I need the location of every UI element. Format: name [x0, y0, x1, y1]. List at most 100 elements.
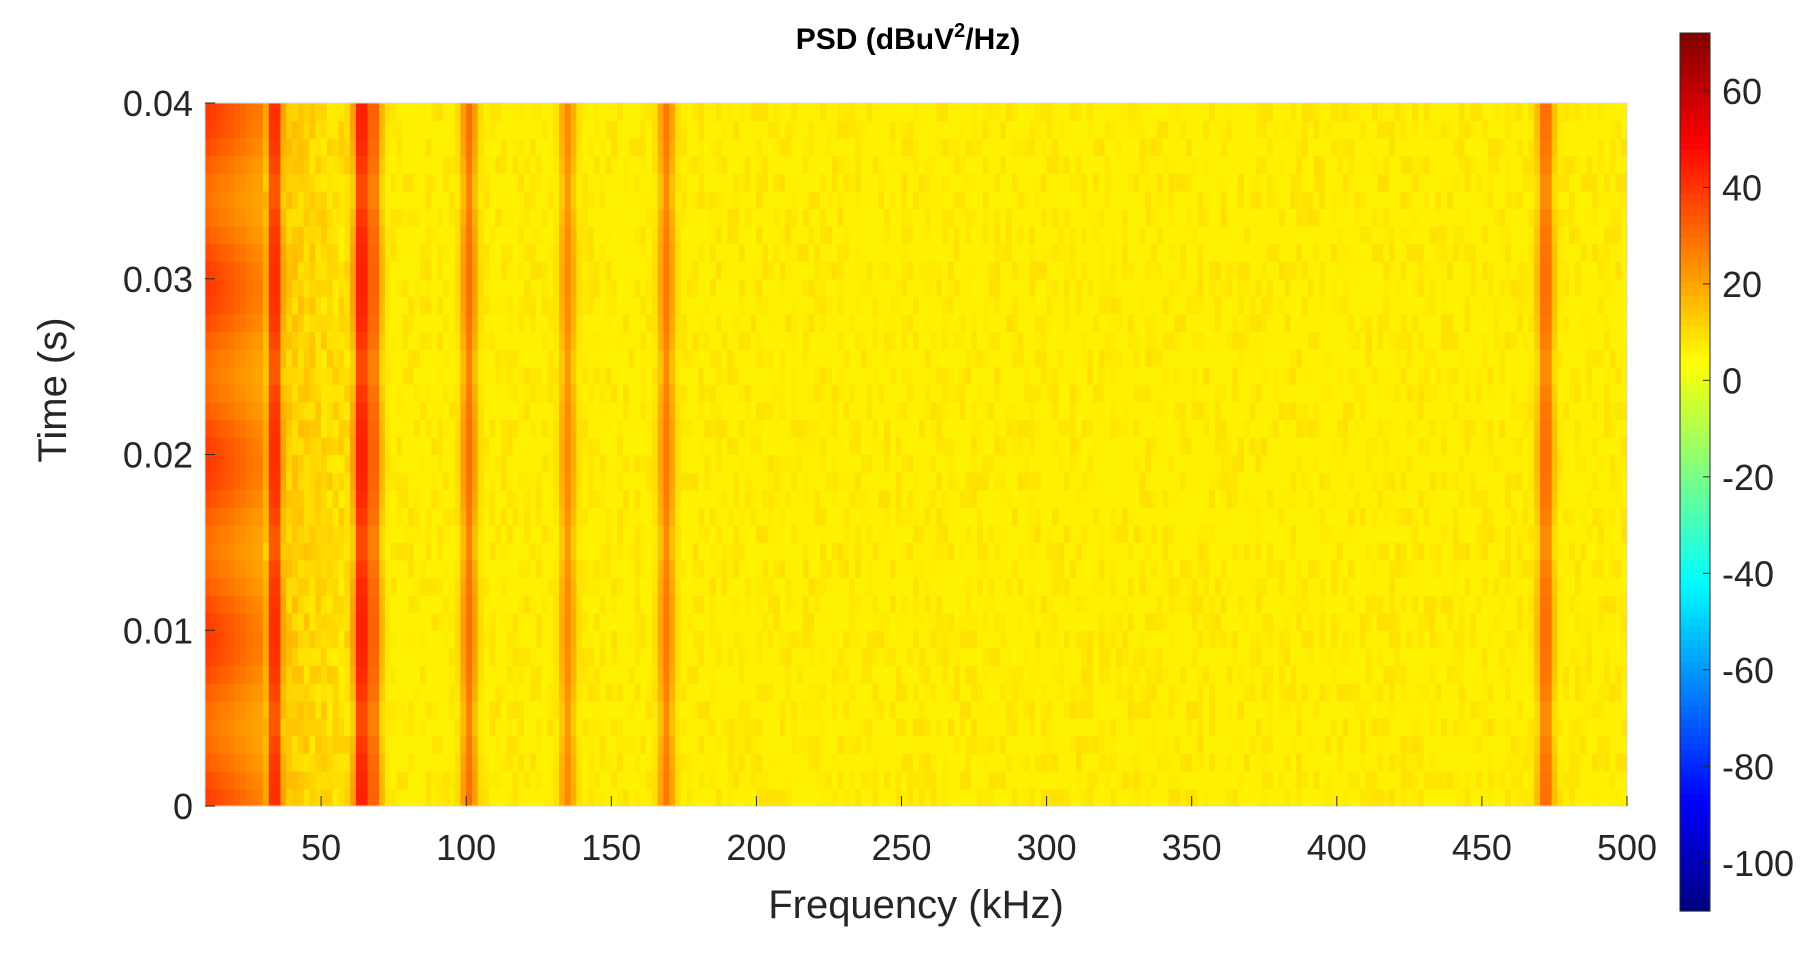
heatmap-cell — [489, 577, 496, 596]
heatmap-cell — [1052, 595, 1059, 614]
heatmap-cell — [263, 507, 270, 526]
heatmap-cell — [210, 735, 218, 754]
heatmap-cell — [1441, 559, 1448, 579]
heatmap-cell — [599, 700, 607, 719]
heatmap-cell — [785, 647, 792, 667]
heatmap-cell — [1621, 753, 1628, 772]
heatmap-cell — [721, 436, 728, 456]
heatmap-cell — [251, 472, 258, 491]
heatmap-cell — [216, 700, 224, 719]
heatmap-cell — [1452, 630, 1460, 649]
heatmap-cell — [1232, 735, 1239, 754]
heatmap-cell — [1185, 630, 1193, 649]
heatmap-cell — [268, 612, 276, 631]
heatmap-cell — [419, 542, 427, 561]
heatmap-cell — [239, 454, 247, 473]
heatmap-cell — [773, 612, 781, 631]
heatmap-cell — [1064, 507, 1071, 526]
heatmap-cell — [419, 700, 427, 719]
heatmap-cell — [860, 700, 868, 719]
heatmap-cell — [715, 770, 723, 790]
heatmap-cell — [338, 682, 345, 702]
heatmap-cell — [1505, 559, 1512, 579]
heatmap-cell — [593, 559, 601, 579]
heatmap-cell — [1394, 454, 1402, 473]
heatmap-cell — [982, 524, 990, 543]
heatmap-cell — [274, 700, 282, 719]
heatmap-cell — [442, 454, 450, 473]
heatmap-cell — [617, 507, 624, 526]
heatmap-cell — [692, 770, 699, 790]
heatmap-cell — [570, 489, 578, 508]
heatmap-cell — [448, 788, 456, 807]
heatmap-cell — [1418, 612, 1425, 631]
heatmap-cell — [448, 436, 456, 456]
heatmap-cell — [1429, 524, 1437, 543]
heatmap-cell — [350, 630, 357, 649]
heatmap-cell — [924, 612, 932, 631]
heatmap-cell — [768, 630, 775, 649]
heatmap-cell — [559, 735, 566, 754]
heatmap-cell — [1034, 770, 1042, 790]
heatmap-cell — [1220, 700, 1228, 719]
heatmap-cell — [1470, 718, 1477, 737]
heatmap-cell — [1400, 507, 1408, 526]
heatmap-cell — [1493, 577, 1500, 596]
heatmap-cell — [1487, 718, 1495, 737]
heatmap-cell — [704, 577, 711, 596]
heatmap-cell — [263, 788, 270, 807]
heatmap-cell — [361, 700, 369, 719]
heatmap-cell — [210, 612, 218, 631]
heatmap-cell — [738, 665, 746, 684]
heatmap-cell — [1087, 665, 1094, 684]
heatmap-cell — [663, 559, 670, 579]
heatmap-cell — [988, 524, 995, 543]
heatmap-cell — [297, 770, 305, 790]
heatmap-cell — [1574, 788, 1582, 807]
heatmap-cell — [477, 577, 485, 596]
heatmap-cell — [1000, 507, 1007, 526]
heatmap-cell — [1203, 647, 1210, 667]
heatmap-cell — [965, 454, 972, 473]
heatmap-cell — [442, 770, 450, 790]
heatmap-cell — [1481, 612, 1489, 631]
heatmap-cell — [541, 507, 549, 526]
heatmap-cell — [965, 630, 972, 649]
heatmap-cell — [744, 630, 752, 649]
heatmap-cell — [1052, 559, 1059, 579]
heatmap-cell — [1243, 472, 1251, 491]
heatmap-cell — [802, 700, 810, 719]
heatmap-cell — [779, 595, 786, 614]
heatmap-cell — [1203, 559, 1210, 579]
heatmap-cell — [309, 542, 316, 561]
heatmap-cell — [355, 542, 363, 561]
heatmap-cell — [1255, 577, 1262, 596]
heatmap-cell — [216, 454, 224, 473]
heatmap-cell — [297, 700, 305, 719]
heatmap-cell — [872, 630, 879, 649]
heatmap-cell — [1499, 524, 1506, 543]
heatmap-cell — [576, 612, 583, 631]
heatmap-cell — [907, 559, 914, 579]
heatmap-cell — [1133, 612, 1141, 631]
heatmap-cell — [547, 559, 554, 579]
heatmap-cell — [657, 436, 665, 456]
heatmap-cell — [547, 595, 554, 614]
heatmap-cell — [680, 735, 688, 754]
heatmap-cell — [1400, 647, 1408, 667]
heatmap-cell — [1058, 577, 1065, 596]
heatmap-cell — [988, 454, 995, 473]
heatmap-cell — [454, 454, 461, 473]
heatmap-cell — [1220, 718, 1228, 737]
heatmap-cell — [814, 577, 821, 596]
heatmap-cell — [582, 489, 589, 508]
heatmap-cell — [1093, 472, 1100, 491]
heatmap-cell — [704, 718, 711, 737]
heatmap-cell — [744, 788, 752, 807]
heatmap-cell — [390, 436, 398, 456]
heatmap-cell — [576, 700, 583, 719]
heatmap-cell — [1058, 665, 1065, 684]
heatmap-cell — [535, 595, 543, 614]
heatmap-cell — [1534, 718, 1541, 737]
heatmap-cell — [1377, 770, 1384, 790]
